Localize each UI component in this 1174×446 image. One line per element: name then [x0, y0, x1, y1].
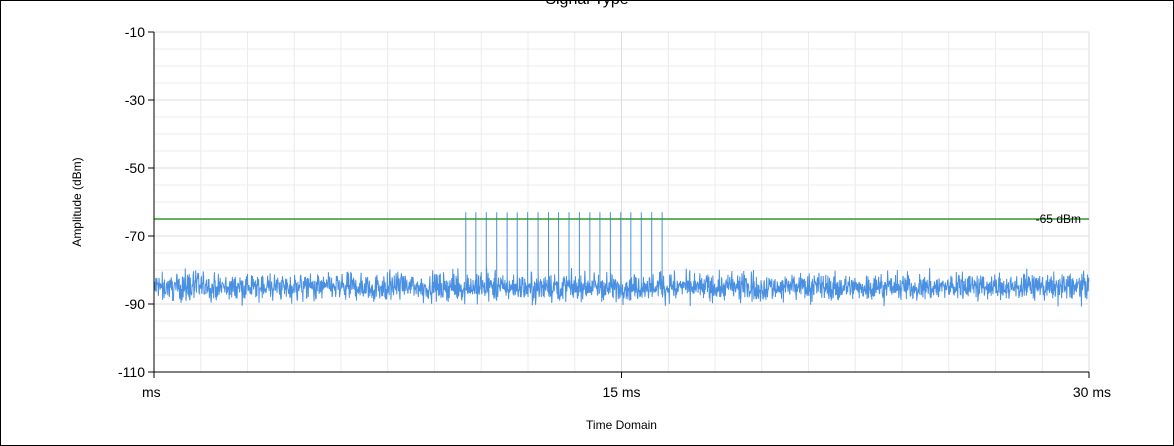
x-tick-label: ms	[142, 384, 161, 400]
axes: -10 -30 -50 -70 -90 -110 ms 15 ms 30 ms	[118, 24, 1111, 400]
y-tick-label: -70	[125, 228, 145, 244]
chart-title: Signal Type	[1, 0, 1173, 9]
x-tick-label: 30 ms	[1073, 384, 1111, 400]
y-tick-label: -90	[125, 296, 145, 312]
y-tick-label: -30	[125, 92, 145, 108]
y-tick-label: -110	[118, 364, 145, 380]
signal-series	[153, 212, 1090, 307]
x-tick-label: 15 ms	[602, 384, 640, 400]
grid	[154, 31, 1090, 373]
x-axis-title: Time Domain	[586, 418, 657, 432]
threshold-label: -65 dBm	[1036, 212, 1081, 226]
y-axis-title: Amplitude (dBm)	[70, 157, 84, 246]
y-tick-label: -50	[125, 160, 145, 176]
y-tick-label: -10	[125, 24, 145, 40]
